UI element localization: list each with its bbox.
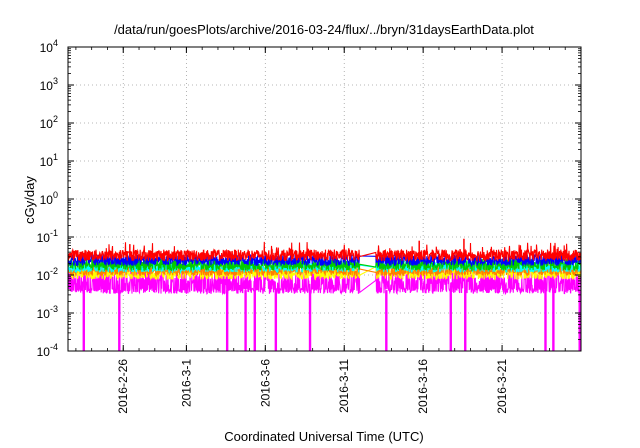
y-axis-label: cGy/day (22, 176, 37, 224)
y-tick-label: 100 (40, 190, 58, 207)
series-layer (67, 238, 582, 351)
x-tick-label: 2016-3-16 (416, 359, 430, 414)
y-tick-label: 10-2 (37, 266, 58, 283)
x-tick-label: 2016-3-21 (495, 359, 509, 414)
dropout-mark (578, 290, 581, 351)
dropout-mark (544, 290, 547, 351)
x-tick-label: 2016-3-11 (337, 359, 351, 413)
dropout-mark (308, 290, 312, 351)
y-tick-label: 102 (40, 114, 58, 131)
axes: 10-4 10-3 10-2 10-1 100 101 102 103 104 2016-2-26… (37, 38, 582, 414)
dropout-mark (244, 290, 247, 351)
dropout-mark (552, 290, 555, 351)
x-tick-label: 2016-3-1 (179, 359, 193, 407)
x-tick-label: 2016-3-6 (258, 359, 272, 407)
chart-title: /data/run/goesPlots/archive/2016-03-24/f… (114, 22, 534, 37)
y-tick-label: 103 (40, 76, 58, 93)
dropout-mark (385, 290, 388, 351)
series-line (67, 241, 582, 263)
y-tick-label: 10-1 (37, 228, 58, 245)
dropout-mark (118, 290, 121, 351)
series-line (67, 262, 582, 278)
y-tick-label: 101 (40, 152, 58, 169)
dropout-mark (449, 290, 452, 351)
x-axis-label: Coordinated Universal Time (UTC) (224, 429, 423, 444)
x-tick-label: 2016-2-26 (116, 359, 130, 414)
dropout-mark (82, 290, 85, 351)
dropout-mark (464, 290, 467, 351)
y-tick-label: 10-3 (37, 304, 58, 321)
grid (68, 46, 581, 352)
dropout-mark (253, 290, 256, 351)
dropout-mark (274, 290, 278, 351)
dropout-mark (225, 290, 229, 351)
y-tick-label: 10-4 (37, 342, 58, 359)
y-tick-label: 104 (40, 38, 58, 55)
